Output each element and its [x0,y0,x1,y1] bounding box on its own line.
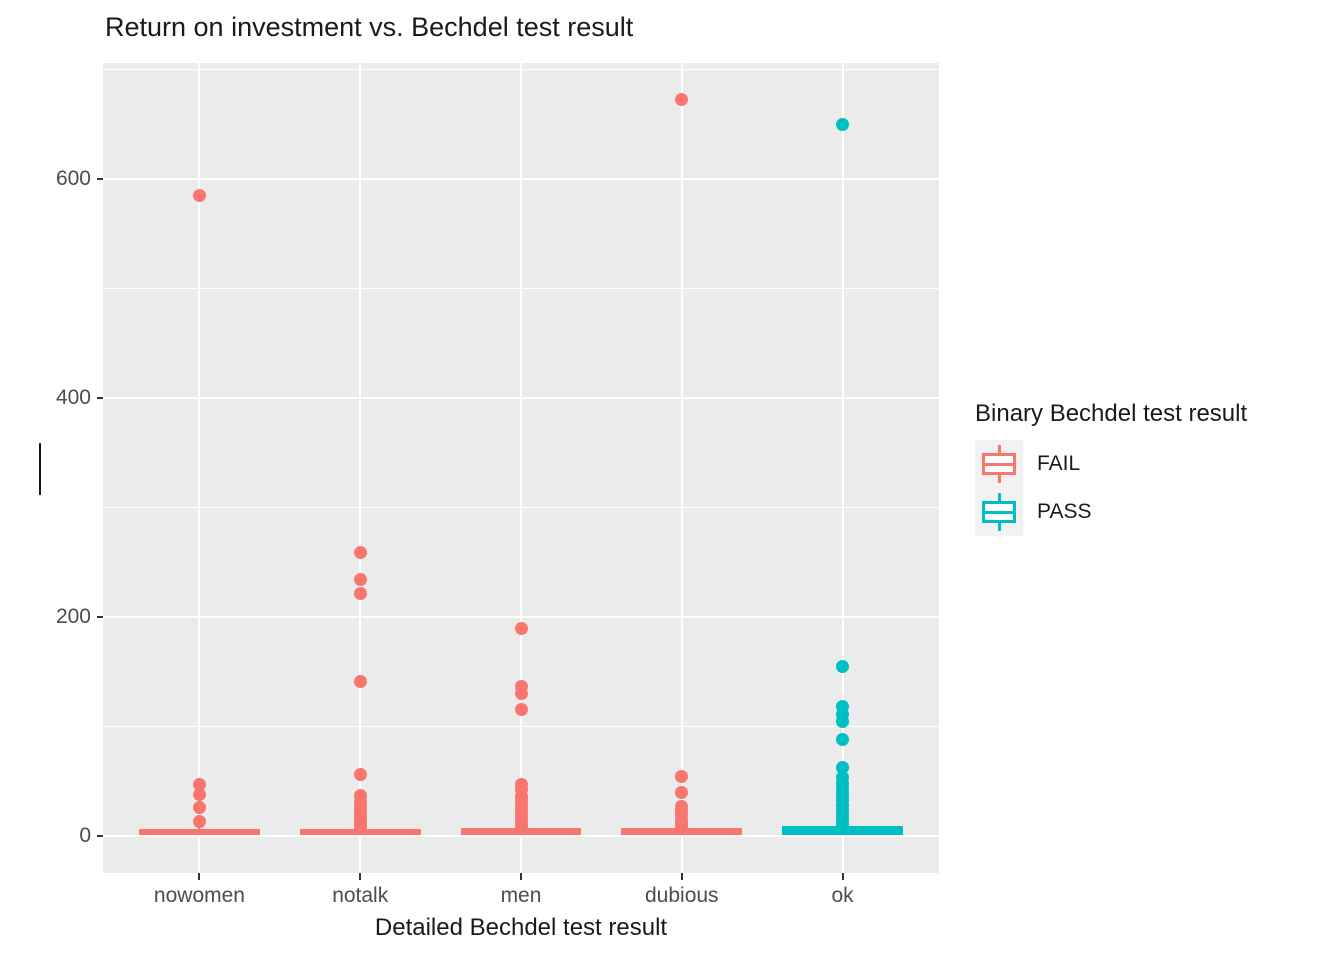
x-axis-title: Detailed Bechdel test result [374,914,668,941]
outlier-point [514,622,528,636]
outlier-point [192,815,206,829]
outlier-point [836,732,850,746]
outlier-point [353,820,367,834]
outlier-point [514,703,528,717]
outlier-point [675,92,689,106]
outlier-point [836,715,850,729]
legend-title: Binary Bechdel test result [975,400,1248,427]
x-tick-mark [359,873,362,880]
outlier-point [353,573,367,587]
x-major-gridline [680,63,683,873]
y-tick-label: 600 [55,167,91,191]
legend-item: PASS [975,488,1247,536]
chart-title: Return on investment vs. Bechdel test re… [105,12,634,42]
outlier-point [192,787,206,801]
boxplot-glyph-icon [982,501,1016,523]
outlier-point [514,819,528,833]
x-tick-mark [841,873,844,880]
outlier-point [353,767,367,781]
outlier-point [192,777,206,791]
x-major-gridline [841,63,844,873]
boxplot-glyph-icon [982,453,1016,475]
outlier-point [192,800,206,814]
x-tick-label: ok [831,884,854,907]
y-tick-label: 400 [55,385,91,409]
x-major-gridline [359,63,362,873]
outlier-point [675,785,689,799]
y-tick-mark [97,178,103,181]
x-tick-label: nowomen [153,884,245,907]
stray-cursor-artifact [39,443,41,495]
x-tick-label: notalk [332,884,389,907]
plot-panel [103,63,939,873]
x-major-gridline [520,63,522,873]
legend: Binary Bechdel test result FAIL PASS [975,400,1247,536]
outlier-point [836,818,850,832]
legend-key [975,440,1023,488]
x-tick-mark [680,873,683,880]
outlier-point [353,587,367,601]
x-tick-label: dubious [644,884,719,907]
outlier-point [836,761,850,775]
x-major-gridline [198,63,201,873]
x-tick-mark [520,873,522,880]
outlier-point [514,686,528,700]
outlier-point [192,188,206,202]
legend-key [975,488,1023,536]
outlier-point [836,659,850,673]
x-tick-mark [198,873,201,880]
legend-rows: FAIL PASS [975,440,1247,536]
outlier-point [836,117,850,131]
boxplot-glyph-median [985,510,1013,514]
legend-item: FAIL [975,440,1247,488]
legend-item-label: FAIL [1037,452,1081,475]
outlier-point [353,674,367,688]
boxplot-glyph-median [985,462,1013,466]
outlier-point [353,545,367,559]
y-tick-mark [97,615,103,618]
legend-item-label: PASS [1037,500,1092,523]
y-tick-mark [97,834,103,837]
x-tick-label: men [500,884,542,907]
boxplot-box [139,828,260,836]
outlier-point [675,770,689,784]
y-tick-label: 0 [79,823,91,847]
outlier-point [675,819,689,833]
y-tick-label: 200 [55,604,91,628]
y-tick-mark [97,396,103,399]
